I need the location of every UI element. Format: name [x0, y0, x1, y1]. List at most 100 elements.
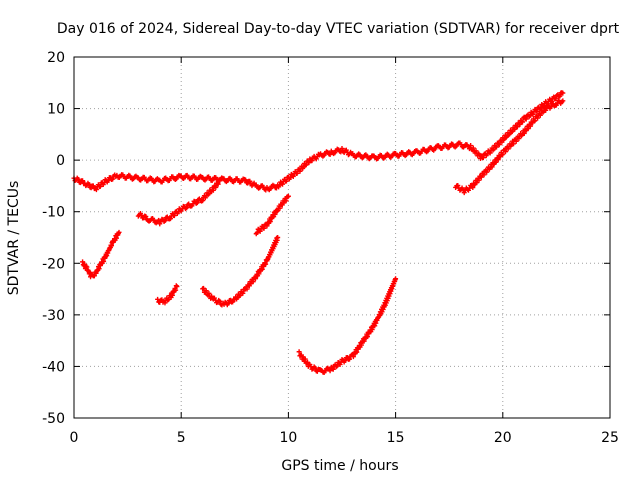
y-tick-label: -50: [42, 411, 65, 427]
data-point: [184, 205, 190, 211]
data-point: [520, 119, 526, 125]
data-point: [505, 146, 511, 152]
data-point: [217, 178, 223, 184]
data-point: [499, 152, 505, 158]
data-point: [478, 173, 484, 179]
data-point: [254, 230, 260, 236]
data-point: [86, 181, 92, 187]
data-point: [517, 121, 523, 127]
x-tick-label: 10: [279, 430, 297, 446]
data-point: [277, 205, 283, 211]
data-point: [139, 212, 145, 218]
data-point: [263, 261, 269, 267]
series-4: [155, 283, 180, 306]
data-point: [560, 98, 566, 104]
data-point: [534, 108, 540, 114]
data-point: [455, 182, 461, 188]
y-axis-label: SDTVAR / TECUs: [6, 181, 22, 296]
ticks: 0 5 10 15 20 25 -50 -40 -30 -20 -10 0 10 20: [42, 50, 619, 446]
data-point: [309, 158, 315, 164]
data-point: [500, 151, 506, 157]
data-point: [481, 172, 487, 178]
data-point: [480, 155, 486, 161]
data-point: [290, 173, 296, 179]
data-point: [201, 285, 207, 291]
data-point: [553, 96, 559, 102]
data-point: [294, 170, 300, 176]
data-point: [476, 177, 482, 183]
data-point: [171, 213, 177, 219]
data-point: [372, 323, 378, 329]
data-point: [162, 218, 168, 224]
data-point: [96, 266, 102, 272]
y-tick-label: -40: [42, 359, 65, 375]
y-tick-label: 0: [56, 153, 65, 169]
data-point: [386, 293, 392, 299]
data-point: [330, 366, 336, 372]
plot-frame: [73, 56, 611, 419]
data-point: [380, 306, 386, 312]
data-point: [560, 90, 566, 96]
data-point: [167, 216, 173, 222]
data-point: [257, 228, 263, 234]
data-point: [275, 235, 281, 240]
data-point: [239, 290, 245, 296]
data-point: [496, 142, 502, 148]
data-point: [230, 299, 236, 305]
data-point: [334, 363, 340, 369]
data-point: [240, 290, 246, 296]
data-point: [354, 349, 360, 355]
data-point: [461, 190, 467, 196]
data-point: [511, 141, 517, 147]
data-point: [243, 177, 249, 183]
data-point: [339, 145, 345, 151]
data-point: [173, 287, 179, 293]
data-point: [296, 349, 302, 355]
data-point: [203, 288, 209, 294]
x-tick-label: 20: [494, 430, 512, 446]
data-point: [312, 365, 318, 371]
data-point: [527, 123, 533, 129]
y-tick-label: -20: [42, 256, 65, 272]
data-point: [244, 286, 250, 292]
data-point: [393, 276, 399, 282]
data-point: [237, 292, 243, 298]
series-3: [135, 177, 223, 227]
data-point: [347, 356, 353, 362]
x-tick-label: 5: [177, 430, 186, 446]
data-point: [217, 298, 223, 304]
data-point: [494, 144, 500, 150]
x-tick-label: 0: [70, 430, 79, 446]
data-point: [516, 136, 522, 142]
data-point: [110, 176, 116, 182]
data-point: [83, 263, 89, 269]
series-5: [200, 235, 281, 308]
data-point: [155, 296, 161, 302]
data-point: [493, 159, 499, 165]
data-point: [252, 276, 258, 282]
data-point: [206, 290, 212, 296]
series-8: [453, 98, 566, 196]
data-point: [470, 185, 476, 191]
series-6: [253, 193, 291, 237]
data-point: [285, 193, 291, 199]
grid: [74, 57, 610, 418]
data-point: [521, 130, 527, 136]
y-tick-label: 20: [47, 50, 65, 66]
y-tick-label: -10: [42, 205, 65, 221]
data-point: [478, 174, 484, 180]
data-point: [342, 357, 348, 363]
y-tick-label: 10: [47, 102, 65, 118]
x-tick-label: 15: [387, 430, 405, 446]
data-point: [225, 300, 231, 306]
data-point: [502, 149, 508, 155]
data-point: [105, 177, 111, 183]
data-point: [162, 300, 168, 306]
data-point: [80, 178, 86, 184]
data-point: [215, 181, 221, 187]
data-point: [210, 187, 216, 193]
data-point: [261, 225, 267, 231]
data-point: [93, 187, 99, 193]
chart-title: Day 016 of 2024, Sidereal Day-to-day VTE…: [57, 21, 620, 37]
